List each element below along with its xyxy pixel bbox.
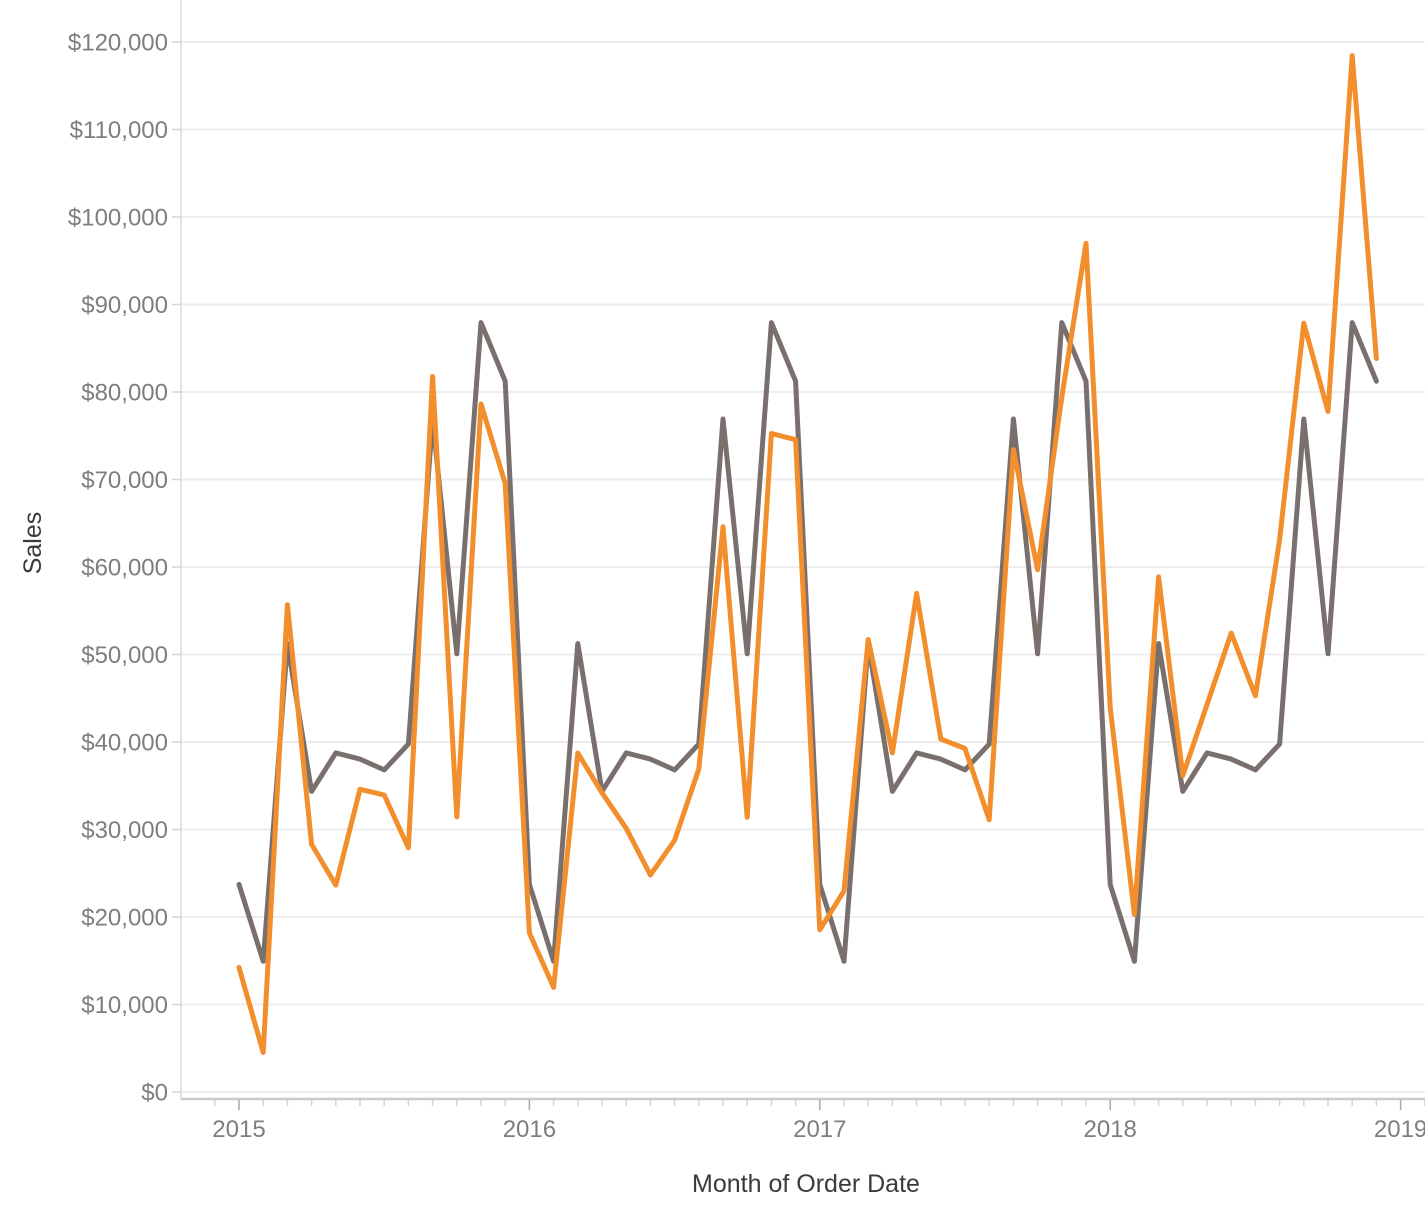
- y-tick-label: $90,000: [81, 292, 168, 319]
- y-tick-label: $30,000: [81, 817, 168, 844]
- orange-sales-line[interactable]: [236, 53, 1379, 1055]
- y-tick-label: $110,000: [70, 117, 168, 144]
- x-tick-label: 2019: [1374, 1116, 1425, 1143]
- y-tick-label: $0: [141, 1080, 168, 1107]
- gridline-layer: [181, 41, 1425, 1093]
- y-tick-label: $10,000: [81, 992, 168, 1019]
- y-axis-title: Sales: [19, 512, 47, 575]
- x-axis-title: Month of Order Date: [692, 1170, 920, 1198]
- y-tick-label: $60,000: [81, 555, 168, 582]
- y-tick-label: $80,000: [81, 380, 168, 407]
- series-layer: [236, 53, 1379, 1055]
- y-tick-label: $50,000: [81, 642, 168, 669]
- x-tick-label: 2016: [503, 1116, 556, 1143]
- x-tick-label: 2015: [212, 1116, 265, 1143]
- axis-layer: $0 $10,000 $20,000 $30,000 $40,000 $50,000 $60…: [68, 0, 1425, 1143]
- y-tick-label: $40,000: [81, 730, 168, 757]
- y-tick-label: $100,000: [68, 205, 168, 232]
- y-tick-label: $70,000: [81, 467, 168, 494]
- y-tick-label: $120,000: [68, 30, 168, 57]
- x-tick-label: 2018: [1084, 1116, 1137, 1143]
- y-tick-label: $20,000: [81, 905, 168, 932]
- x-tick-label: 2017: [793, 1116, 846, 1143]
